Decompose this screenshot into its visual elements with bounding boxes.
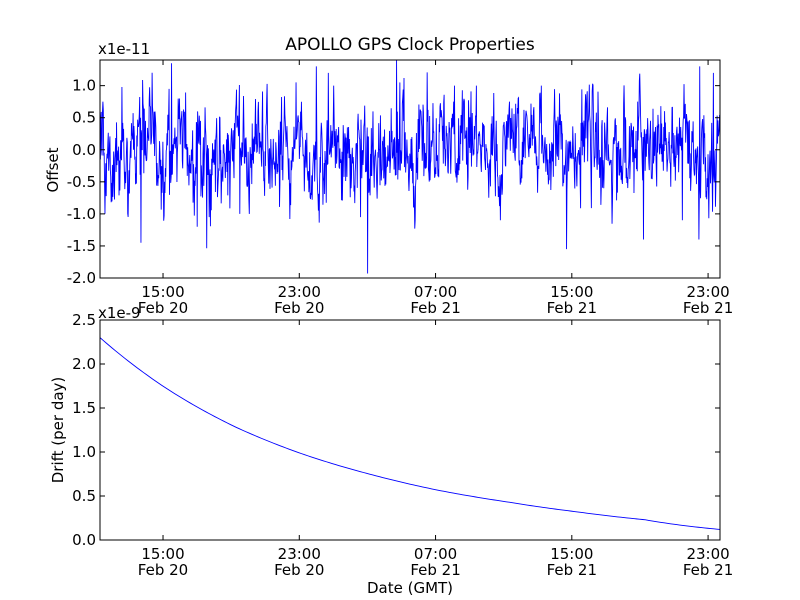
drift-xtick-date-label: Feb 21 xyxy=(410,561,460,579)
drift-panel: x1e-9 Drift (per day) 0.0 0.5 1.0 1.5 2.0 2.5… xyxy=(49,304,733,597)
offset-y-ticks: -2.0 -1.5 -1.0 -0.5 0.0 0.5 1.0 xyxy=(67,77,720,287)
drift-multiplier-label: x1e-9 xyxy=(98,304,141,322)
drift-axes-frame xyxy=(99,319,721,541)
drift-ytick-label: 2.0 xyxy=(72,355,96,373)
drift-ytick-label: 0.5 xyxy=(72,487,96,505)
offset-xtick-time-label: 07:00 xyxy=(414,283,457,301)
offset-series-line xyxy=(100,60,720,274)
offset-xtick-time-label: 15:00 xyxy=(141,283,184,301)
offset-ytick-label: -1.0 xyxy=(67,205,96,223)
offset-y-axis-label: Offset xyxy=(44,147,62,192)
drift-ytick-label: 0.0 xyxy=(72,531,96,549)
drift-xtick-time-label: 15:00 xyxy=(141,545,184,563)
offset-multiplier-label: x1e-11 xyxy=(98,40,150,58)
drift-series-line xyxy=(99,337,721,530)
drift-xtick-date-label: Feb 21 xyxy=(547,561,597,579)
drift-xtick-time-label: 23:00 xyxy=(686,545,729,563)
offset-xtick-date-label: Feb 21 xyxy=(547,299,597,317)
drift-xtick-date-label: Feb 21 xyxy=(683,561,733,579)
offset-xtick-time-label: 23:00 xyxy=(278,283,321,301)
offset-ytick-label: 0.5 xyxy=(72,109,96,127)
drift-plot-area xyxy=(99,337,721,530)
offset-panel: x1e-11 Offset -2.0-1.5-1.0-0.50.00.51.0 … xyxy=(44,40,733,317)
x-axis-label: Date (GMT) xyxy=(367,579,453,597)
offset-ytick-label: -2.0 xyxy=(67,269,96,287)
offset-plot-area xyxy=(100,60,720,274)
drift-xtick-date-label: Feb 20 xyxy=(274,561,324,579)
drift-xtick-time-label: 23:00 xyxy=(278,545,321,563)
drift-y-axis-label: Drift (per day) xyxy=(49,377,67,484)
offset-ytick-label: -0.5 xyxy=(67,173,96,191)
offset-ytick-label: -1.5 xyxy=(67,237,96,255)
drift-xtick-date-label: Feb 20 xyxy=(138,561,188,579)
drift-xtick-time-label: 15:00 xyxy=(550,545,593,563)
offset-axes-frame xyxy=(99,59,721,279)
drift-xtick-time-label: 07:00 xyxy=(414,545,457,563)
offset-ytick-label: 0.0 xyxy=(72,141,96,159)
drift-ytick-label: 1.5 xyxy=(72,399,96,417)
drift-y-ticks: 0.0 0.5 1.0 1.5 2.0 2.5 xyxy=(72,311,720,549)
offset-ytick-label: 1.0 xyxy=(72,77,96,95)
offset-xtick-date-label: Feb 21 xyxy=(410,299,460,317)
offset-xtick-date-label: Feb 20 xyxy=(274,299,324,317)
offset-xtick-date-label: Feb 21 xyxy=(683,299,733,317)
drift-ytick-label: 2.5 xyxy=(72,311,96,329)
offset-xtick-time-label: 15:00 xyxy=(550,283,593,301)
drift-ytick-label: 1.0 xyxy=(72,443,96,461)
offset-xtick-time-label: 23:00 xyxy=(686,283,729,301)
figure-title: APOLLO GPS Clock Properties xyxy=(285,35,535,55)
offset-xtick-date-label: Feb 20 xyxy=(138,299,188,317)
